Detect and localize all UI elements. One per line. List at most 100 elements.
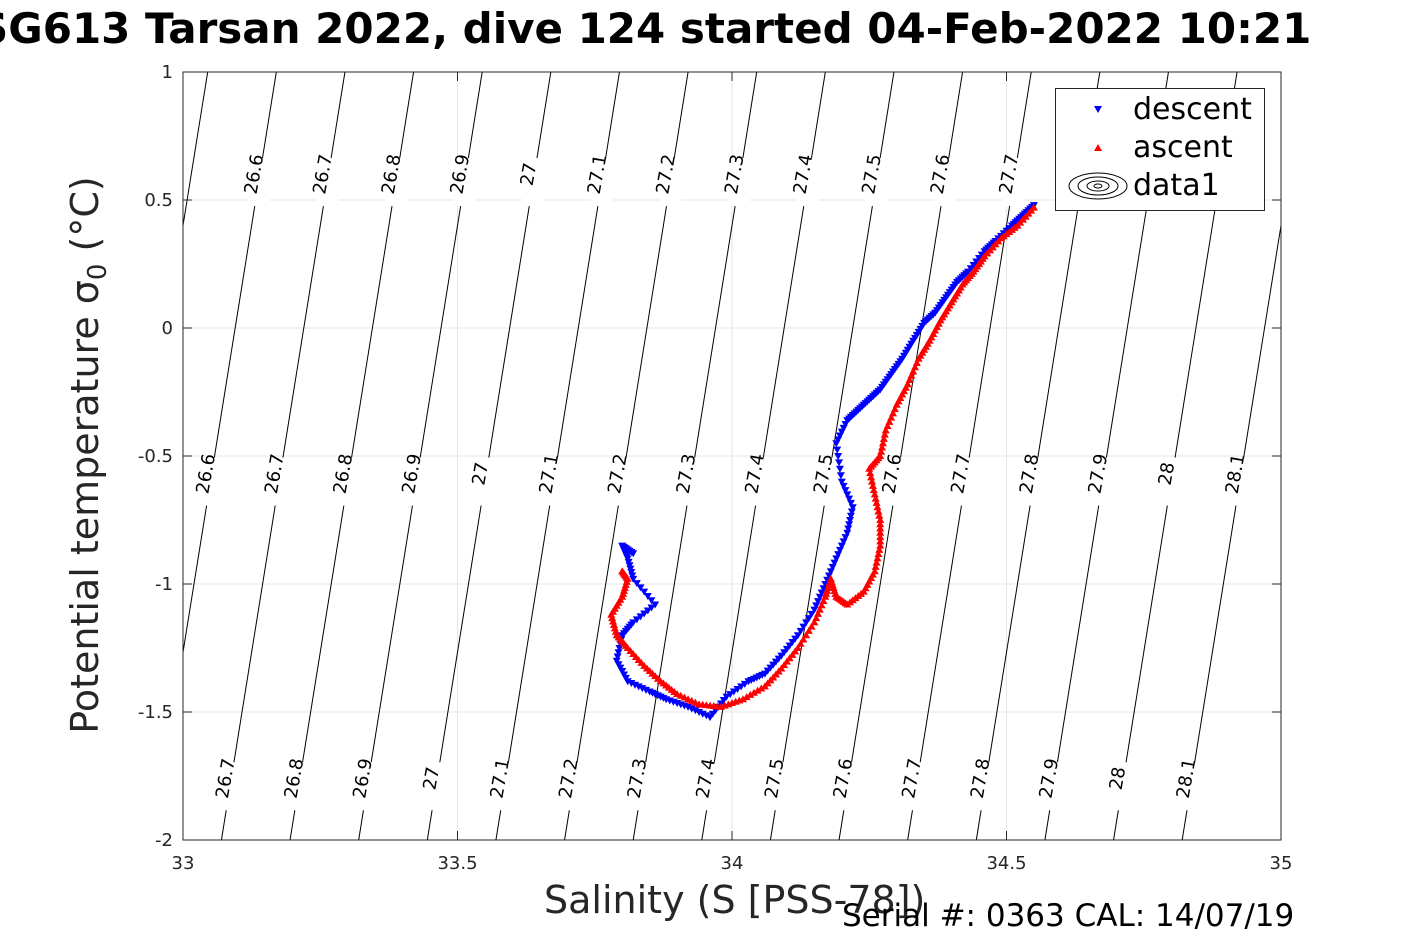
contour-label-background bbox=[562, 762, 585, 811]
descent-marker bbox=[834, 551, 843, 559]
y-tick-label: -1 bbox=[155, 574, 173, 595]
contour-label-background bbox=[817, 457, 840, 506]
contour-label-background bbox=[1160, 457, 1183, 506]
contour-label-background bbox=[659, 158, 682, 207]
contour-label-background bbox=[384, 158, 407, 207]
axis-ticks: 33 33.5 34 34.5 35 -2 -1.5 -1 -0.5 0 0.5 1 bbox=[138, 62, 1293, 874]
ascent-marker bbox=[618, 567, 627, 575]
y-tick-label: -2 bbox=[155, 830, 173, 851]
descent-marker bbox=[799, 623, 808, 631]
descent-marker bbox=[830, 559, 839, 567]
ascent-marker bbox=[867, 473, 876, 481]
ascent-marker bbox=[868, 481, 877, 489]
y-tick-label: -1.5 bbox=[138, 702, 173, 723]
ascent-marker bbox=[876, 541, 885, 549]
descent-marker bbox=[807, 610, 816, 618]
contour-label-background bbox=[611, 457, 634, 506]
descent-marker bbox=[841, 421, 850, 428]
ascent-marker bbox=[880, 430, 889, 438]
legend-label-ascent: ascent bbox=[1133, 130, 1233, 165]
descent-marker bbox=[843, 491, 852, 499]
descent-marker-icon bbox=[1094, 106, 1102, 113]
descent-marker bbox=[841, 534, 850, 542]
ascent-marker bbox=[865, 464, 874, 472]
descent-marker bbox=[625, 562, 634, 570]
ascent-marker bbox=[876, 537, 885, 545]
ascent-marker bbox=[873, 554, 882, 562]
density-contour-line bbox=[182, 71, 209, 226]
ascent-marker bbox=[876, 524, 885, 532]
descent-marker bbox=[846, 499, 855, 507]
contour-label-background bbox=[836, 762, 859, 811]
descent-marker bbox=[846, 512, 855, 520]
descent-marker bbox=[832, 440, 841, 448]
descent-marker bbox=[841, 487, 850, 495]
descent-marker bbox=[636, 613, 645, 621]
descent-marker bbox=[744, 678, 753, 686]
ascent-marker bbox=[876, 533, 885, 541]
ascent-marker-icon bbox=[1094, 144, 1102, 151]
descent-marker bbox=[837, 478, 846, 486]
descent-marker bbox=[651, 601, 660, 609]
contour-label: 27 bbox=[419, 765, 444, 791]
descent-marker bbox=[824, 572, 833, 580]
descent-marker bbox=[643, 592, 652, 600]
ascent-marker bbox=[872, 558, 881, 566]
descent-marker bbox=[726, 691, 735, 699]
contour-label-background bbox=[885, 457, 908, 506]
descent-marker bbox=[839, 538, 848, 546]
ascent-marker bbox=[866, 469, 875, 477]
descent-marker bbox=[804, 615, 813, 623]
serial-cal-footer: Serial #: 0363 CAL: 14/07/19 bbox=[842, 898, 1295, 934]
contour-label-background bbox=[405, 457, 428, 506]
descent-marker bbox=[615, 645, 624, 652]
descent-marker bbox=[614, 649, 623, 657]
descent-marker bbox=[810, 606, 819, 614]
contour-label-background bbox=[219, 762, 242, 811]
descent-marker bbox=[636, 584, 645, 592]
ascent-marker bbox=[877, 447, 886, 455]
ascent-marker bbox=[871, 562, 880, 570]
descent-marker bbox=[848, 504, 857, 512]
contour-label-background bbox=[1022, 457, 1045, 506]
ascent-marker bbox=[876, 516, 885, 523]
contour-label-background bbox=[865, 158, 888, 207]
descent-marker bbox=[847, 508, 856, 516]
contour-label-background bbox=[748, 457, 771, 506]
x-tick-label: 34.5 bbox=[986, 853, 1026, 874]
x-tick-label: 33.5 bbox=[437, 853, 477, 874]
contour-label-background bbox=[268, 457, 291, 506]
contour-label-background bbox=[199, 457, 222, 506]
contour-label: 27 bbox=[517, 161, 542, 187]
ascent-marker bbox=[873, 503, 882, 511]
descent-marker bbox=[826, 568, 835, 576]
ascent-marker bbox=[876, 520, 885, 528]
descent-marker bbox=[843, 417, 852, 425]
contour-label-background bbox=[954, 457, 977, 506]
descent-marker bbox=[647, 604, 656, 612]
contour-label-background bbox=[542, 457, 565, 506]
density-contour-line bbox=[1181, 225, 1282, 841]
contour-label-background bbox=[933, 158, 956, 207]
contour-label-background bbox=[522, 158, 545, 207]
ascent-marker bbox=[799, 635, 808, 643]
x-tick-label: 34 bbox=[721, 853, 744, 874]
descent-marker bbox=[844, 525, 853, 533]
legend-label-descent: descent bbox=[1133, 92, 1252, 127]
ascent-marker bbox=[796, 639, 805, 647]
descent-marker bbox=[802, 619, 811, 627]
descent-marker bbox=[835, 459, 844, 467]
descent-marker bbox=[647, 597, 656, 605]
contour-label-background bbox=[424, 762, 447, 811]
ascent-marker bbox=[804, 626, 813, 634]
contour-label: 28 bbox=[1155, 461, 1180, 487]
contour-label-background bbox=[316, 158, 339, 207]
contour-label-background bbox=[336, 457, 359, 506]
descent-marker bbox=[832, 555, 841, 563]
descent-marker bbox=[740, 680, 749, 688]
contour-label-background bbox=[1228, 457, 1251, 506]
descent-marker bbox=[834, 453, 843, 460]
y-tick-label: 0 bbox=[162, 318, 173, 339]
contour-label-background bbox=[973, 762, 996, 811]
contour-label-background bbox=[453, 158, 476, 207]
